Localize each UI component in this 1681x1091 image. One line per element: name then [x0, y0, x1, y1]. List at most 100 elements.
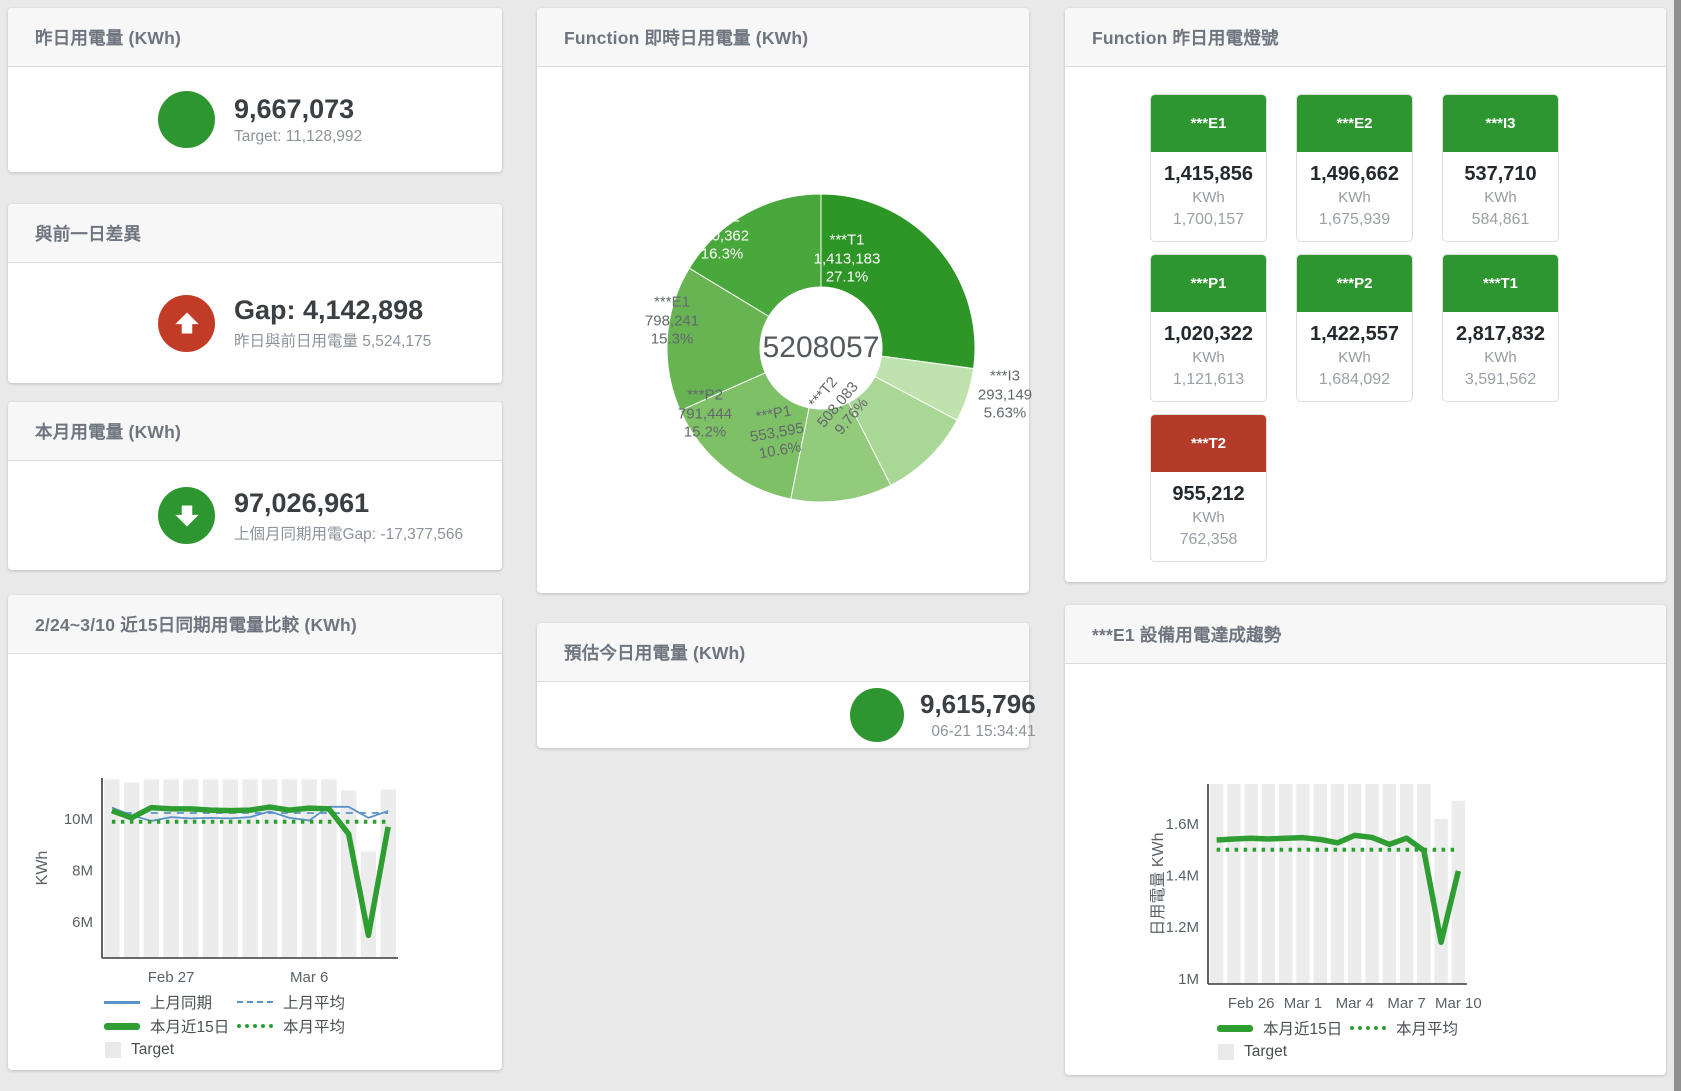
panel-title: 與前一日差異 — [35, 223, 142, 244]
tile-target: 1,675,939 — [1318, 211, 1391, 228]
donut-slice-label: ***I3 293,149 5.63% — [977, 367, 1033, 422]
svg-text:1.6M: 1.6M — [1166, 816, 1199, 833]
status-tile-header: ***I3 — [1443, 95, 1558, 152]
legend-label: 本月近15日 — [150, 1019, 230, 1036]
status-circle-icon — [850, 688, 904, 742]
svg-text:1.4M: 1.4M — [1166, 868, 1199, 885]
comparison-line-chart: 6M 8M 10M Feb 27 Mar 6 KWh — [34, 778, 398, 986]
legend-swatch-thick — [104, 1022, 140, 1030]
card-status-lights: Function 昨日用電燈號 ***E1 1,415,856 KWh 1,700,1… — [1065, 8, 1666, 582]
status-tile-header: ***T2 — [1151, 415, 1266, 472]
panel-title: Function 昨日用電燈號 — [1092, 27, 1279, 48]
stat-subtext: 上個月同期用電Gap: -17,377,566 — [234, 525, 464, 543]
status-tile-body: 2,817,832 KWh 3,591,562 — [1443, 312, 1558, 401]
svg-text:日用電量 KWh: 日用電量 KWh — [1150, 832, 1167, 935]
panel-title: 預估今日用電量 (KWh) — [564, 642, 746, 663]
legend-item[interactable]: 本月近15日 — [1217, 1017, 1350, 1039]
legend-item[interactable]: 本月平均 — [1350, 1017, 1483, 1039]
donut-labels: ***T1 1,413,183 27.1% ***I3 293,149 5.63% ***T… — [537, 67, 1033, 594]
svg-text:Mar 10: Mar 10 — [1435, 995, 1482, 1012]
legend-item[interactable]: 本月近15日 — [104, 1015, 237, 1037]
svg-text:Mar 1: Mar 1 — [1284, 995, 1322, 1012]
status-tile: ***P2 1,422,557 KWh 1,684,092 — [1296, 254, 1413, 402]
svg-text:1M: 1M — [1178, 971, 1199, 988]
svg-text:KWh: KWh — [34, 851, 51, 886]
legend-label: Target — [131, 1041, 175, 1058]
legend-swatch-dashed — [237, 1001, 273, 1003]
panel-header: 昨日用電量 (KWh) — [8, 8, 502, 67]
svg-text:8M: 8M — [72, 863, 93, 880]
comparison-legend: 上月同期 上月平均本月近15日 本月平均 Target — [104, 990, 370, 1062]
arrow-down-icon — [158, 487, 215, 544]
status-tile-header: ***E2 — [1297, 95, 1412, 152]
svg-text:Feb 27: Feb 27 — [148, 969, 195, 986]
status-tile: ***P1 1,020,322 KWh 1,121,613 — [1150, 254, 1267, 402]
status-tile-header: ***P1 — [1151, 255, 1266, 312]
svg-text:Mar 6: Mar 6 — [290, 969, 328, 986]
tile-value: 1,020,322 — [1164, 323, 1253, 345]
panel-header: ***E1 設備用電達成趨勢 — [1065, 605, 1666, 664]
donut-slice-label: ***E1 798,241 15.3% — [644, 293, 700, 348]
panel-header: 2/24~3/10 近15日同期用電量比較 (KWh) — [8, 595, 502, 654]
panel-title: ***E1 設備用電達成趨勢 — [1092, 624, 1282, 645]
tile-unit: KWh — [1484, 189, 1517, 206]
card-estimate-today: 預估今日用電量 (KWh) 9,615,796 06-21 15:34:41 — [537, 623, 1036, 748]
e1-trend-legend: 本月近15日 本月平均 Target — [1217, 1016, 1483, 1064]
legend-item[interactable]: Target — [1217, 1043, 1350, 1061]
legend-item[interactable]: 上月同期 — [104, 991, 237, 1013]
tile-target: 762,358 — [1179, 531, 1238, 548]
panel-header: 與前一日差異 — [8, 204, 502, 263]
tile-value: 537,710 — [1464, 163, 1537, 185]
card-gap-prev-day: 與前一日差異 Gap: 4,142,898 昨日與前日用電量 5,524,175 — [8, 204, 502, 383]
status-tile-header: ***E1 — [1151, 95, 1266, 152]
e1-trend-line-chart: 1M 1.2M 1.4M 1.6M Feb 26 Mar 1 Mar 4 Mar 7 Mar 1… — [1150, 784, 1482, 1012]
stat-value: Gap: 4,142,898 — [234, 295, 424, 325]
tile-target: 1,684,092 — [1318, 371, 1391, 388]
donut-slice-label: ***T2 508,083 9.76% — [805, 373, 872, 439]
status-tile-body: 1,422,557 KWh 1,684,092 — [1297, 312, 1412, 401]
panel-title: 2/24~3/10 近15日同期用電量比較 (KWh) — [35, 614, 357, 635]
panel-title: Function 即時日用電量 (KWh) — [564, 27, 809, 48]
tile-value: 1,422,557 — [1310, 323, 1399, 345]
donut-slice-label: ***P2 791,444 15.2% — [677, 386, 733, 441]
donut-slice-label: ***E2 850,362 16.3% — [694, 208, 750, 263]
status-tile: ***E2 1,496,662 KWh 1,675,939 — [1296, 94, 1413, 242]
stat-subtext: 06-21 15:34:41 — [931, 723, 1036, 740]
panel-header: 預估今日用電量 (KWh) — [537, 623, 1029, 682]
panel-header: Function 即時日用電量 (KWh) — [537, 8, 1029, 67]
svg-text:Mar 4: Mar 4 — [1336, 995, 1374, 1012]
status-tile-body: 1,415,856 KWh 1,700,157 — [1151, 152, 1266, 241]
legend-swatch-thick — [1217, 1024, 1253, 1032]
tile-value: 955,212 — [1172, 483, 1245, 505]
legend-swatch-dotted — [1350, 1026, 1386, 1030]
legend-item[interactable]: 上月平均 — [237, 991, 370, 1013]
status-tile-body: 1,020,322 KWh 1,121,613 — [1151, 312, 1266, 401]
legend-label: 上月同期 — [150, 995, 213, 1012]
card-realtime-donut: Function 即時日用電量 (KWh) ***T1 1,413,183 27.1… — [537, 8, 1033, 594]
panel-header: 本月用電量 (KWh) — [8, 402, 502, 461]
svg-text:Feb 26: Feb 26 — [1228, 995, 1275, 1012]
stat-value: 97,026,961 — [234, 487, 370, 518]
legend-swatch-square — [1218, 1044, 1234, 1060]
status-tile-body: 537,710 KWh 584,861 — [1443, 152, 1558, 241]
lights-grid: ***E1 1,415,856 KWh 1,700,157 ***E2 1,496,662… — [1150, 94, 1559, 562]
legend-swatch-line — [104, 1000, 140, 1004]
legend-label: 上月平均 — [283, 995, 346, 1012]
panel-title: 昨日用電量 (KWh) — [35, 27, 182, 48]
legend-item[interactable]: Target — [104, 1041, 237, 1059]
tile-target: 584,861 — [1471, 211, 1530, 228]
legend-label: 本月近15日 — [1263, 1021, 1343, 1038]
card-comparison-chart: 2/24~3/10 近15日同期用電量比較 (KWh) 6M 8M 10M Feb 2… — [8, 595, 502, 1070]
legend-label: 本月平均 — [1396, 1021, 1459, 1038]
stat-value: 9,615,796 — [920, 689, 1036, 719]
tile-target: 1,121,613 — [1172, 371, 1245, 388]
legend-item[interactable]: 本月平均 — [237, 1015, 370, 1037]
status-circle-icon — [158, 91, 215, 148]
scrollbar[interactable] — [1674, 0, 1681, 1091]
stat-value: 9,667,073 — [234, 93, 355, 124]
card-e1-trend-chart: ***E1 設備用電達成趨勢 1M 1.2M 1.4M 1.6M Feb 26 Mar 1… — [1065, 605, 1666, 1075]
svg-text:10M: 10M — [64, 811, 93, 828]
tile-unit: KWh — [1192, 189, 1225, 206]
legend-label: 本月平均 — [283, 1019, 346, 1036]
